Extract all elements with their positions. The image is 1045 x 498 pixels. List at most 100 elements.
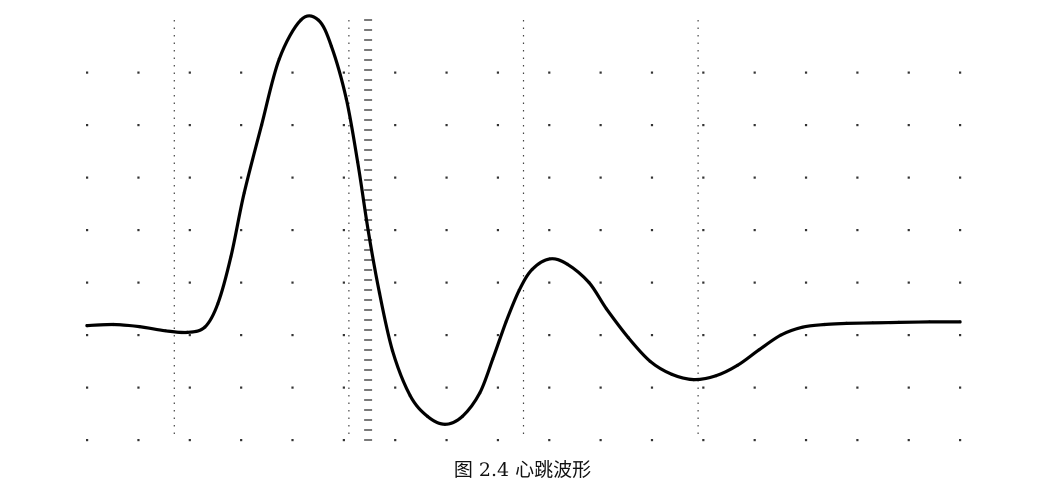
waveform-point (377, 291, 382, 295)
waveform-point (408, 393, 412, 397)
waveform-point (316, 18, 320, 22)
waveform-trace (85, 14, 962, 426)
grid-dot (394, 176, 397, 179)
waveform-point (277, 57, 281, 62)
grid-dot (188, 386, 191, 389)
grid-dot (804, 71, 808, 74)
grid-dot (907, 281, 910, 284)
figure-caption: 图 2.4 心跳波形 (453, 459, 592, 481)
grid-dot (137, 386, 140, 389)
waveform-point (844, 321, 849, 325)
grid-dot (445, 229, 448, 232)
grid-dot (753, 334, 756, 337)
grid-dot (240, 439, 243, 442)
grid-dot (959, 281, 962, 284)
grid-dot (959, 71, 962, 74)
waveform-point (897, 320, 901, 324)
grid-dot (394, 334, 397, 337)
waveform-point (714, 374, 718, 378)
waveform-point (604, 307, 609, 311)
grid-dot (753, 124, 756, 127)
waveform-point (504, 320, 508, 324)
waveform-point (801, 325, 805, 329)
waveform-point (927, 320, 932, 324)
grid-dot (959, 176, 962, 179)
grid-dot (548, 176, 551, 179)
waveform-point (344, 97, 348, 101)
waveform-point (565, 262, 569, 266)
grid-dot (496, 124, 500, 127)
grid-dot (291, 229, 294, 232)
grid-dot (445, 439, 448, 442)
grid-dot (599, 176, 602, 179)
grid-dot (702, 229, 705, 232)
grid-dot (599, 229, 602, 232)
grid-dot (856, 334, 859, 337)
grid-dot (650, 281, 654, 284)
grid-dot (188, 176, 191, 179)
waveform-point (548, 257, 552, 261)
waveform-point (460, 414, 464, 418)
grid-dot (907, 229, 910, 232)
grid-dot (394, 71, 397, 74)
waveform-point (164, 329, 168, 333)
waveform-point (390, 349, 395, 353)
grid-dot (86, 334, 89, 337)
grid-dot (291, 281, 294, 284)
grid-dot (804, 176, 808, 179)
grid-dot (548, 334, 551, 337)
grid-dot (548, 229, 551, 232)
waveform-point (443, 422, 447, 426)
grid-dot (548, 439, 551, 442)
grid-dot (959, 386, 962, 389)
grid-dot (753, 71, 756, 74)
grid-dot (753, 176, 756, 179)
grid-dot (650, 334, 654, 337)
grid-dot (753, 386, 756, 389)
grid-dot (291, 439, 294, 442)
grid-dot (804, 439, 808, 442)
waveform-point (185, 330, 189, 334)
grid-dot (188, 229, 191, 232)
grid-dot (240, 229, 243, 232)
grid-dot (856, 124, 859, 127)
grid-dot (445, 334, 448, 337)
waveform-point (648, 359, 652, 363)
grid-dot (856, 386, 859, 389)
grid-dot (702, 124, 705, 127)
waveform-point (823, 322, 827, 327)
grid-dot (907, 334, 910, 337)
grid-dot (342, 176, 345, 179)
waveform-point (111, 322, 115, 327)
grid-dot (188, 124, 191, 127)
oscilloscope-grid (86, 19, 962, 442)
grid-dot (496, 281, 500, 284)
grid-dot (804, 124, 808, 127)
grid-dot (291, 176, 294, 179)
grid-dot (907, 439, 910, 442)
grid-dot (188, 334, 191, 337)
grid-dot (240, 334, 243, 337)
grid-dot (548, 71, 551, 74)
grid-dot (548, 281, 551, 284)
grid-dot (702, 176, 705, 179)
grid-dot (907, 124, 910, 127)
grid-dot (86, 439, 89, 442)
grid-dot (240, 71, 243, 74)
waveform-point (757, 348, 761, 352)
waveform-point (329, 44, 333, 48)
grid-dot (548, 124, 551, 127)
grid-dot (753, 229, 756, 232)
grid-dot (599, 124, 602, 127)
grid-dot (137, 334, 140, 337)
waveform-point (242, 191, 246, 195)
grid-dot (86, 229, 89, 232)
grid-dot (342, 386, 345, 389)
grid-dot (342, 71, 345, 74)
waveform-point (216, 301, 220, 306)
grid-dot (188, 439, 191, 442)
waveform-point (626, 336, 630, 340)
grid-dot (804, 229, 808, 232)
waveform-point (491, 357, 495, 361)
waveform-point (517, 288, 521, 292)
